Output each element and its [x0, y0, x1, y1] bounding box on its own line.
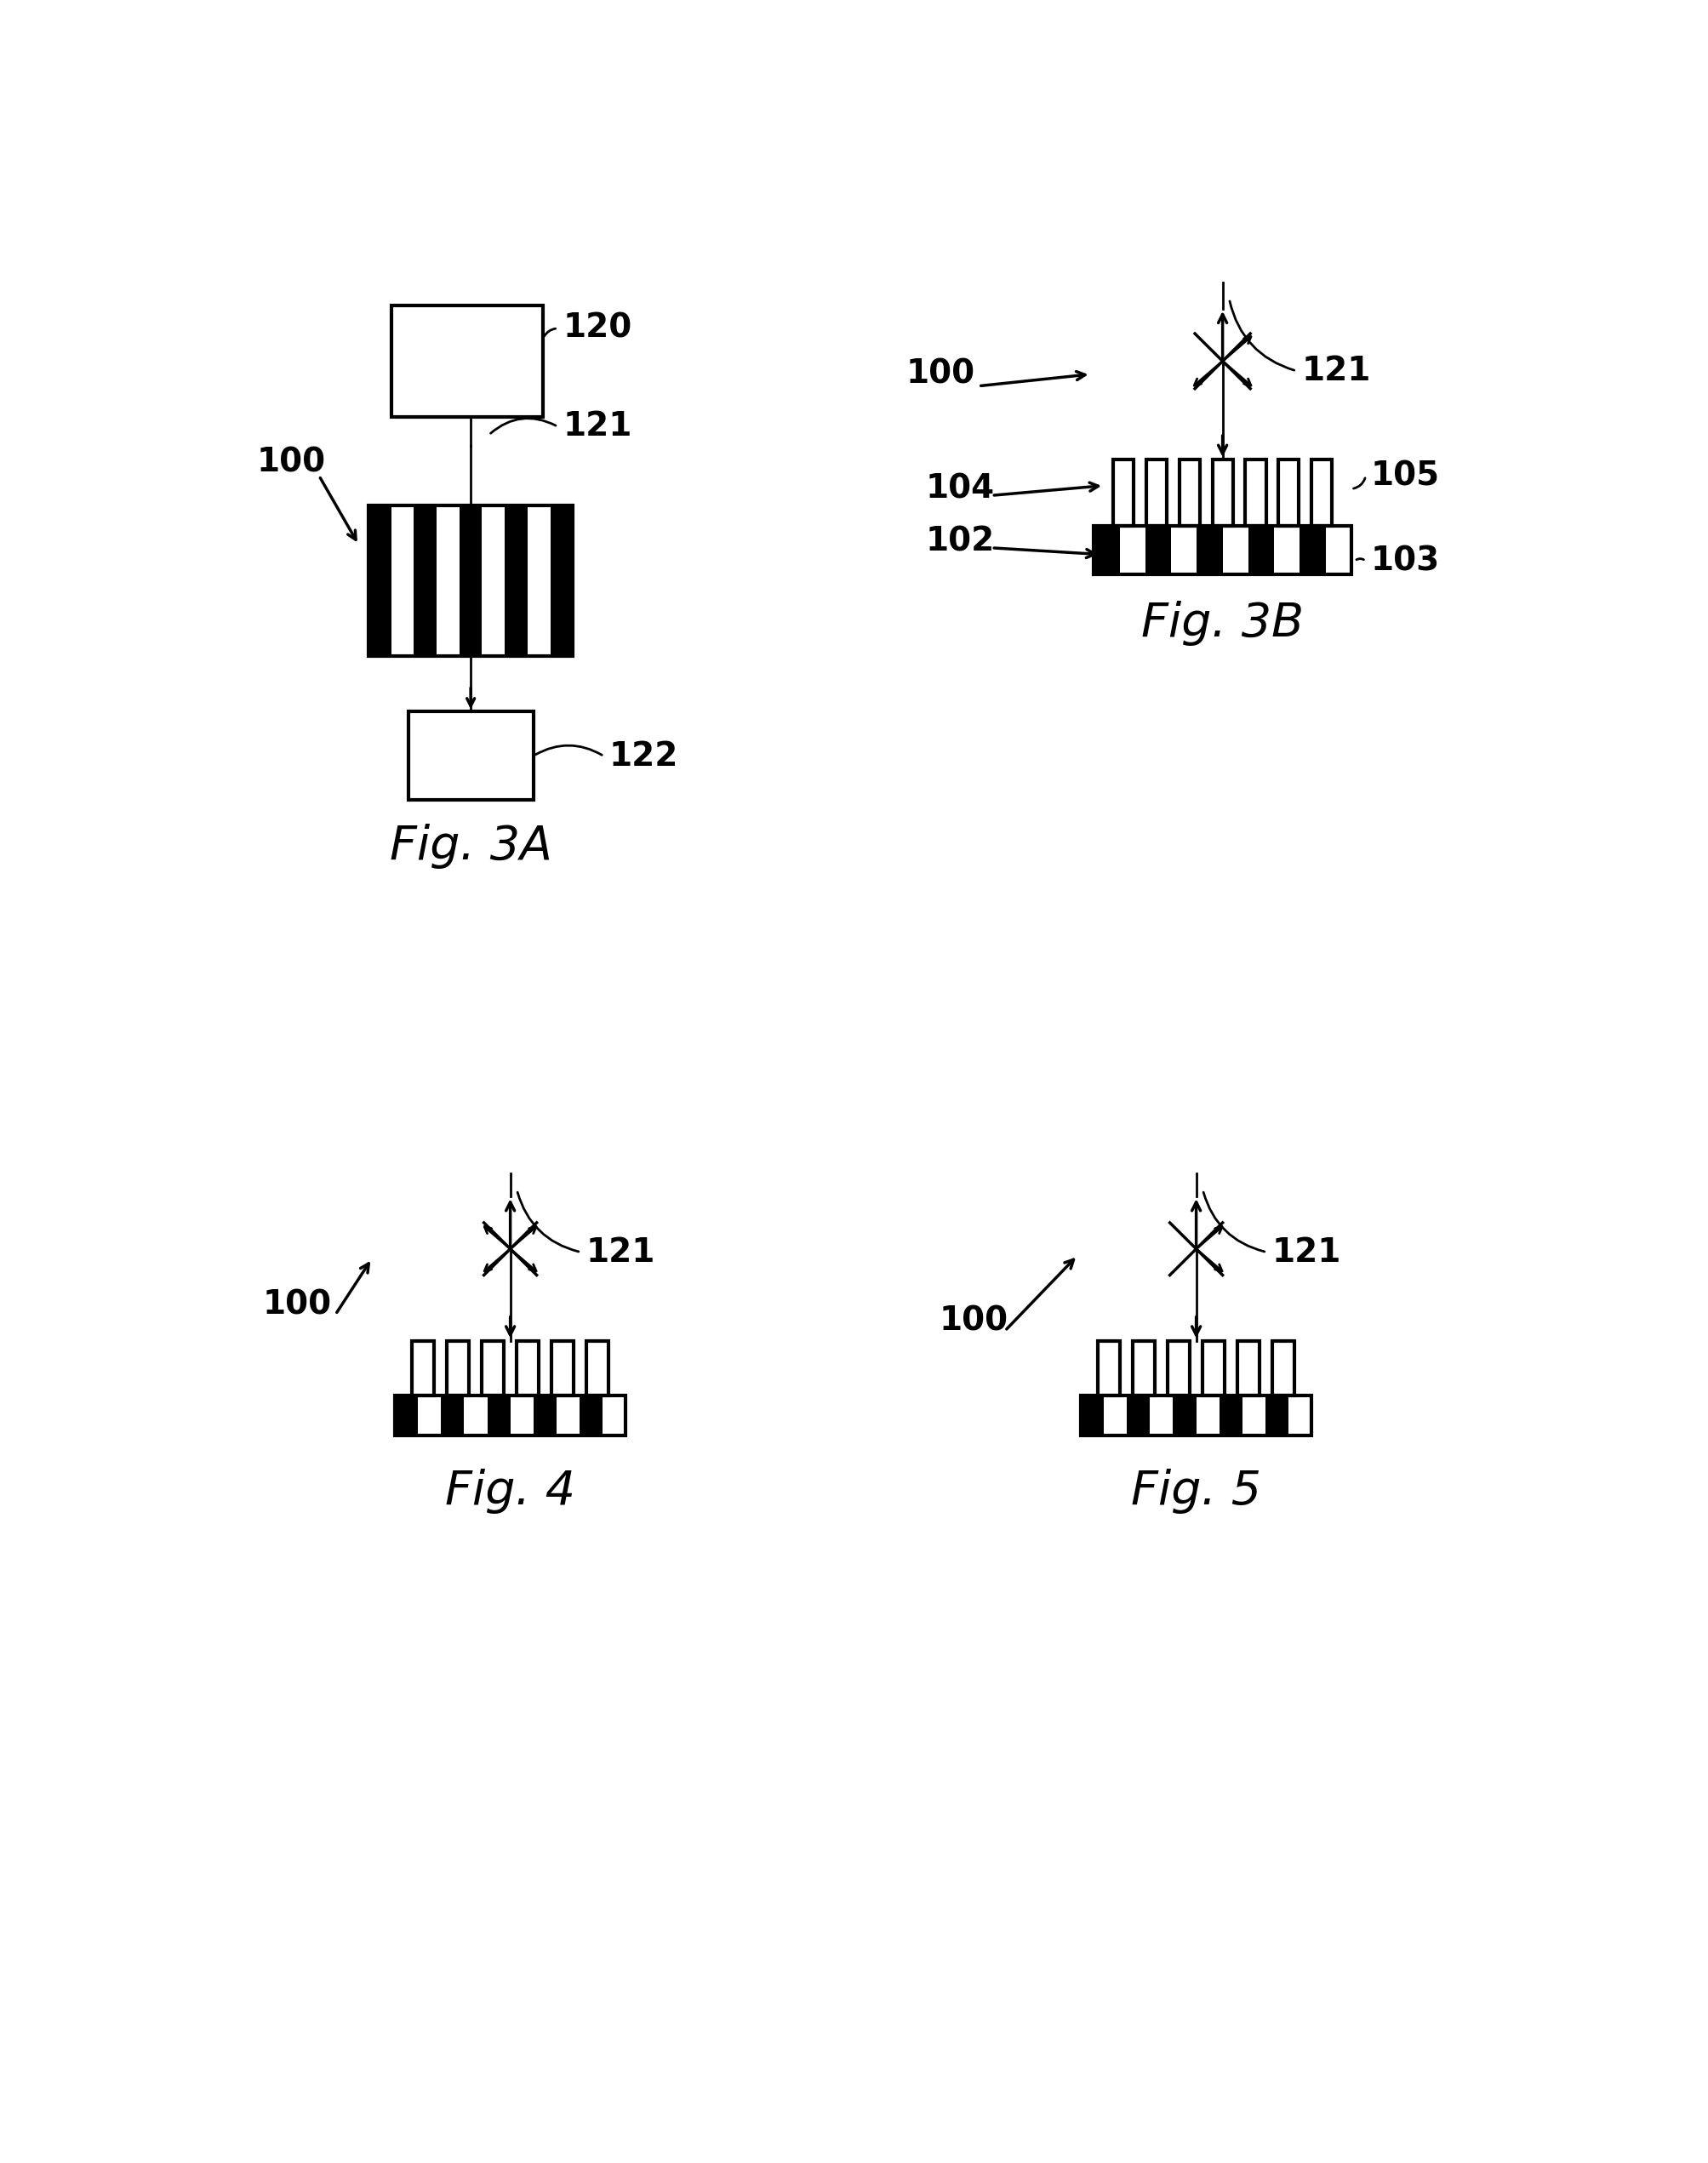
Bar: [1300, 526, 1325, 573]
Bar: [408, 712, 533, 800]
Text: 121: 121: [564, 411, 632, 443]
Text: Fig. 4: Fig. 4: [446, 1469, 576, 1514]
Text: 120: 120: [564, 311, 632, 344]
Bar: [1081, 1395, 1312, 1436]
Bar: [1249, 526, 1274, 573]
Bar: [1173, 1395, 1196, 1436]
Bar: [1179, 459, 1201, 526]
Text: 100: 100: [256, 446, 326, 478]
Bar: [1132, 1341, 1155, 1395]
Text: 103: 103: [1372, 545, 1440, 578]
Bar: [550, 506, 572, 655]
Bar: [1245, 459, 1266, 526]
Bar: [369, 506, 572, 655]
Bar: [441, 1395, 465, 1436]
Text: 100: 100: [939, 1304, 1008, 1337]
Bar: [1312, 459, 1332, 526]
Bar: [1081, 1395, 1312, 1436]
Bar: [395, 1395, 418, 1436]
Bar: [412, 1341, 434, 1395]
Bar: [1266, 1395, 1288, 1436]
Bar: [1095, 526, 1351, 573]
Bar: [487, 1395, 511, 1436]
Bar: [1278, 459, 1298, 526]
Bar: [459, 506, 482, 655]
Bar: [579, 1395, 603, 1436]
Bar: [391, 305, 543, 417]
Text: 100: 100: [905, 359, 975, 389]
Bar: [482, 1341, 504, 1395]
Text: 122: 122: [610, 740, 678, 772]
Bar: [395, 1395, 625, 1436]
Bar: [395, 1395, 625, 1436]
Text: 105: 105: [1372, 459, 1440, 491]
Bar: [1213, 459, 1233, 526]
Bar: [1202, 1341, 1225, 1395]
Bar: [1098, 1341, 1120, 1395]
Bar: [1081, 1395, 1103, 1436]
Bar: [413, 506, 437, 655]
Text: Fig. 3B: Fig. 3B: [1141, 601, 1303, 647]
Bar: [586, 1341, 608, 1395]
Bar: [1272, 1341, 1295, 1395]
Text: Fig. 5: Fig. 5: [1131, 1469, 1261, 1514]
Bar: [369, 506, 391, 655]
Bar: [1197, 526, 1223, 573]
Text: 104: 104: [926, 474, 994, 504]
Bar: [1127, 1395, 1149, 1436]
Bar: [1146, 526, 1172, 573]
Bar: [1168, 1341, 1190, 1395]
Bar: [506, 506, 528, 655]
Bar: [447, 1341, 470, 1395]
Text: 121: 121: [1301, 355, 1372, 387]
Bar: [1220, 1395, 1242, 1436]
Bar: [518, 1341, 538, 1395]
Text: 102: 102: [926, 526, 996, 558]
Bar: [1114, 459, 1134, 526]
Text: 121: 121: [586, 1235, 656, 1268]
Bar: [552, 1341, 574, 1395]
Text: 100: 100: [263, 1289, 331, 1322]
Text: Fig. 3A: Fig. 3A: [389, 824, 552, 870]
Bar: [369, 506, 572, 655]
Bar: [1146, 459, 1167, 526]
Bar: [1095, 526, 1351, 573]
Bar: [1238, 1341, 1259, 1395]
Text: 121: 121: [1272, 1235, 1341, 1268]
Bar: [1095, 526, 1120, 573]
Bar: [533, 1395, 557, 1436]
